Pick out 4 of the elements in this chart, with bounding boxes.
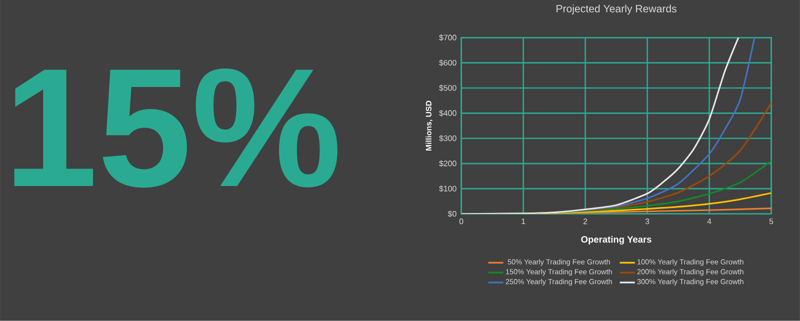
- x-axis-title: Operating Years: [581, 236, 652, 245]
- text: 15%: [14, 68, 338, 188]
- chart-title: Projected Yearly Rewards: [556, 4, 676, 15]
- line-series: [461, 38, 740, 214]
